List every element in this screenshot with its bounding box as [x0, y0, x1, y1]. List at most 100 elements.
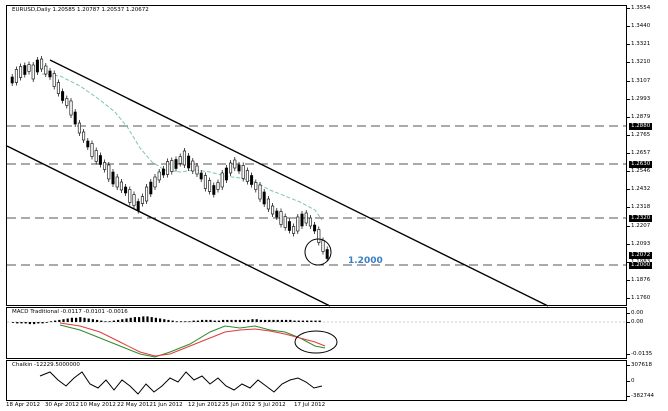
- macd-histogram-bar: [196, 320, 199, 322]
- macd-histogram-bar: [154, 317, 157, 322]
- macd-histogram-bar: [12, 322, 15, 323]
- macd-histogram-bar: [167, 319, 170, 322]
- candle-body: [245, 170, 249, 182]
- candle-body: [19, 66, 23, 78]
- macd-tick-1: 0.00: [626, 310, 644, 316]
- macd-histogram-bar: [314, 320, 317, 322]
- macd-histogram-bar: [100, 320, 103, 322]
- macd-histogram-bar: [146, 316, 149, 322]
- macd-histogram-bar: [297, 320, 300, 322]
- candle-body: [65, 98, 69, 106]
- price-chart-pane[interactable]: [6, 5, 627, 306]
- macd-histogram-bar: [255, 319, 258, 322]
- chaikin-tick-1: 307618: [627, 362, 652, 368]
- macd-histogram-bar: [49, 321, 52, 323]
- macd-histogram-bar: [205, 319, 208, 322]
- price-tick: 1.2765: [626, 131, 651, 138]
- macd-histogram-bar: [184, 321, 187, 323]
- candle-body: [73, 111, 77, 125]
- candle-body: [153, 176, 157, 188]
- chaikin-header: Chaikin -12229.5000000: [12, 362, 80, 368]
- macd-highlight-circle: [294, 330, 338, 354]
- candle-body: [191, 160, 195, 172]
- macd-histogram-bar: [171, 320, 174, 322]
- price-tag-3: 1.2320: [629, 215, 653, 222]
- macd-histogram-bar: [129, 317, 132, 322]
- macd-histogram-bar: [108, 321, 111, 323]
- candle-body: [161, 168, 165, 176]
- candle-body: [166, 161, 170, 175]
- candle-body: [56, 82, 60, 94]
- macd-histogram-bar: [213, 320, 216, 322]
- candle-body: [82, 131, 86, 141]
- macd-histogram-bar: [188, 321, 191, 323]
- candle-body: [86, 140, 90, 148]
- candle-body: [182, 150, 186, 166]
- price-tick: 1.1760: [626, 295, 651, 301]
- candle-body: [77, 122, 81, 134]
- macd-pane[interactable]: [6, 307, 627, 359]
- macd-histogram-bar: [16, 322, 19, 324]
- candle-body: [271, 205, 275, 215]
- macd-histogram-bar: [24, 322, 27, 324]
- candle-body: [241, 165, 245, 179]
- candle-body: [250, 175, 254, 185]
- candle-body: [119, 181, 123, 191]
- candle-body: [128, 189, 132, 203]
- candle-body: [187, 155, 191, 169]
- macd-histogram-bar: [222, 319, 225, 322]
- macd-histogram-bar: [318, 320, 321, 322]
- macd-histogram-bar: [163, 319, 166, 322]
- macd-header: MACD Traditional -0.0117 -0.0101 -0.0016: [12, 309, 128, 315]
- candle-body: [69, 100, 73, 116]
- price-highlight-circle: [304, 238, 332, 266]
- candle-body: [48, 70, 52, 78]
- candle-body: [304, 212, 308, 224]
- chaikin-pane[interactable]: [6, 360, 627, 401]
- candle-body: [237, 164, 241, 172]
- candle-body: [292, 226, 296, 234]
- macd-histogram-bar: [159, 318, 162, 322]
- candle-body: [124, 186, 128, 194]
- macd-histogram-bar: [54, 320, 57, 322]
- candle-body: [287, 221, 291, 231]
- candle-body: [203, 175, 207, 189]
- price-tick: 1.2318: [626, 204, 651, 211]
- macd-histogram-bar: [91, 319, 94, 322]
- candle-body: [115, 176, 119, 188]
- macd-histogram-bar: [272, 319, 275, 322]
- macd-histogram-bar: [104, 321, 107, 323]
- macd-line: [59, 324, 326, 358]
- x-axis-label-9: 17 Jul 2012: [294, 402, 326, 408]
- macd-histogram-bar: [306, 320, 309, 322]
- x-axis-label-3: 10 May 2012: [80, 402, 116, 408]
- candle-body: [325, 249, 329, 259]
- x-axis-label-4: 22 May 2012: [117, 402, 153, 408]
- candle-body: [212, 185, 216, 195]
- macd-histogram-bar: [259, 319, 262, 322]
- macd-histogram-bar: [268, 319, 271, 322]
- macd-histogram-bar: [310, 320, 313, 322]
- candle-body: [157, 171, 161, 181]
- candle-body: [170, 160, 174, 172]
- macd-histogram-bar: [247, 319, 250, 322]
- price-tick: 1.2546: [626, 168, 651, 175]
- price-tick: 1.2879: [626, 113, 651, 120]
- candle-body: [275, 210, 279, 218]
- channel-upper-line: [49, 59, 549, 307]
- macd-histogram-bar: [66, 318, 69, 322]
- macd-histogram-bar: [58, 319, 61, 322]
- macd-signal-line: [59, 322, 326, 357]
- candle-body: [61, 91, 65, 101]
- candle-body: [14, 69, 18, 83]
- candle-body: [136, 201, 140, 211]
- macd-histogram-bar: [293, 320, 296, 322]
- macd-histogram-bar: [121, 319, 124, 322]
- candle-body: [262, 191, 266, 205]
- macd-histogram-bar: [112, 320, 115, 322]
- price-chart-header: EURUSD,Daily 1.20585 1.20787 1.20537 1.2…: [12, 7, 149, 13]
- price-tick: 1.2657: [626, 150, 651, 156]
- x-axis-label-1: 18 Apr 2012: [6, 402, 41, 408]
- macd-histogram-bar: [251, 319, 254, 322]
- macd-histogram-bar: [138, 317, 141, 322]
